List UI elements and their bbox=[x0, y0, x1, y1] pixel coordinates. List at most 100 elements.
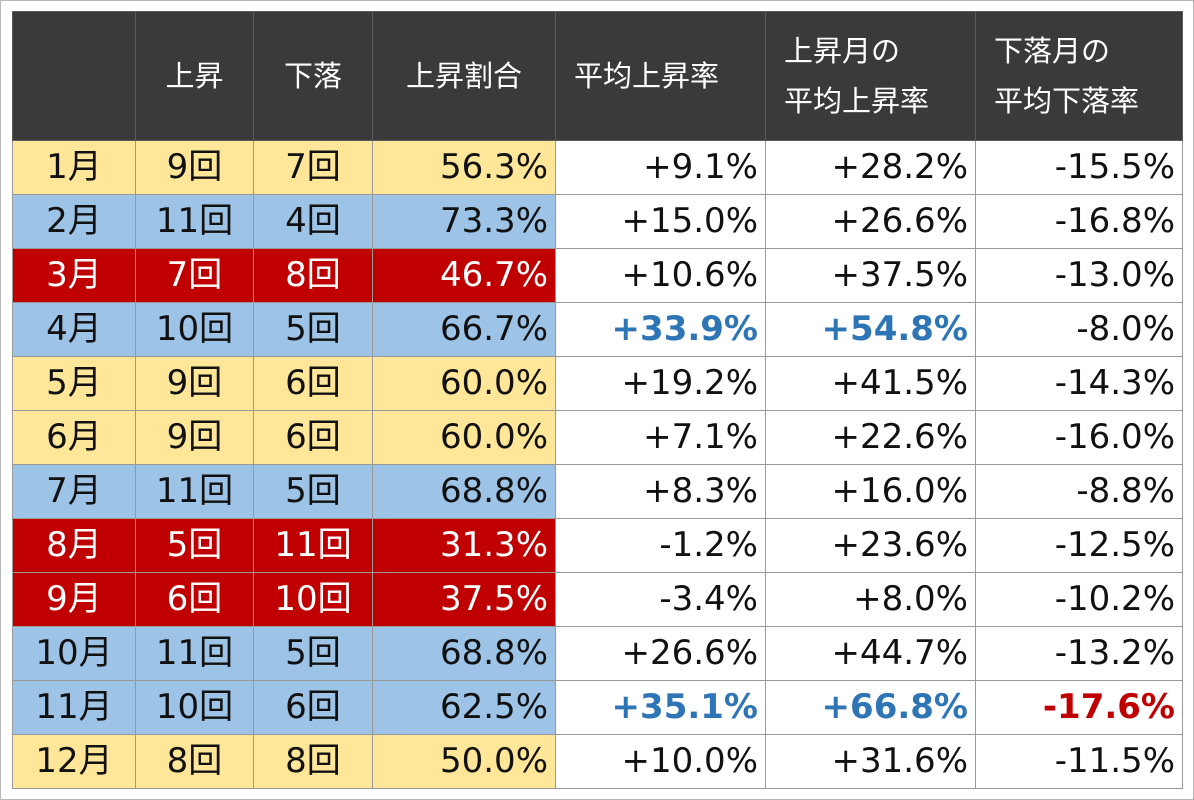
up-count-cell-value: 10回 bbox=[155, 309, 234, 349]
down-count-cell: 5回 bbox=[253, 302, 373, 357]
down-count-cell-value: 8回 bbox=[285, 255, 341, 295]
up-count-cell-value: 9回 bbox=[166, 363, 223, 403]
up-ratio-cell: 46.7% bbox=[372, 248, 556, 303]
up-ratio-cell: 66.7% bbox=[372, 302, 556, 357]
down-count-cell-value: 10回 bbox=[274, 579, 352, 619]
down-count-cell-value: 6回 bbox=[285, 417, 341, 457]
month-cell: 11月 bbox=[12, 680, 136, 735]
month-cell-value: 11月 bbox=[35, 687, 113, 727]
up-month-avg-cell-value: +54.8% bbox=[821, 309, 968, 349]
down-count-cell: 11回 bbox=[253, 518, 373, 573]
up-month-avg-cell: +23.6% bbox=[765, 518, 976, 573]
up-month-avg-cell-value: +23.6% bbox=[831, 525, 969, 565]
down-month-avg-cell-value: -8.0% bbox=[1076, 309, 1175, 349]
month-cell: 3月 bbox=[12, 248, 136, 303]
table-row: 2月 11回 4回 73.3% +15.0% +26.6% -16.8% bbox=[12, 194, 1183, 249]
up-ratio-cell-value: 66.7% bbox=[439, 309, 548, 349]
down-month-avg-cell: -16.0% bbox=[975, 410, 1183, 465]
down-count-cell: 10回 bbox=[253, 572, 373, 627]
up-count-cell-value: 11回 bbox=[155, 471, 234, 511]
down-count-cell-value: 6回 bbox=[285, 363, 341, 403]
header-down-month-avg-line1: 下落月の bbox=[994, 34, 1111, 68]
avg-rise-cell: -3.4% bbox=[555, 572, 766, 627]
up-count-cell-value: 6回 bbox=[166, 579, 223, 619]
month-cell-value: 12月 bbox=[35, 741, 113, 781]
up-month-avg-cell-value: +37.5% bbox=[831, 255, 969, 295]
month-cell-value: 4月 bbox=[46, 309, 102, 349]
up-ratio-cell-value: 50.0% bbox=[439, 741, 548, 781]
month-cell: 4月 bbox=[12, 302, 136, 357]
avg-rise-cell: +26.6% bbox=[555, 626, 766, 681]
up-month-avg-cell: +54.8% bbox=[765, 302, 976, 357]
avg-rise-cell: +15.0% bbox=[555, 194, 766, 249]
up-count-cell-value: 7回 bbox=[166, 255, 223, 295]
avg-rise-cell-value: +35.1% bbox=[611, 687, 758, 727]
header-row: 上昇 下落 上昇割合 平均上昇率 上昇月の 平均上昇率 下落月の 平均下落率 bbox=[12, 11, 1183, 141]
up-month-avg-cell: +28.2% bbox=[765, 140, 976, 195]
down-count-cell-value: 5回 bbox=[285, 309, 341, 349]
avg-rise-cell-value: +33.9% bbox=[611, 309, 758, 349]
month-cell-value: 6月 bbox=[46, 417, 102, 457]
month-cell: 5月 bbox=[12, 356, 136, 411]
down-count-cell: 6回 bbox=[253, 680, 373, 735]
up-ratio-cell-value: 73.3% bbox=[439, 201, 548, 241]
up-month-avg-cell: +41.5% bbox=[765, 356, 976, 411]
up-ratio-cell-value: 37.5% bbox=[439, 579, 548, 619]
up-ratio-cell: 50.0% bbox=[372, 734, 556, 789]
up-month-avg-cell-value: +26.6% bbox=[831, 201, 969, 241]
table-row: 5月 9回 6回 60.0% +19.2% +41.5% -14.3% bbox=[12, 356, 1183, 411]
down-month-avg-cell-value: -10.2% bbox=[1054, 579, 1175, 619]
month-cell: 2月 bbox=[12, 194, 136, 249]
down-month-avg-cell: -16.8% bbox=[975, 194, 1183, 249]
down-count-cell-value: 5回 bbox=[285, 471, 341, 511]
up-month-avg-cell: +22.6% bbox=[765, 410, 976, 465]
up-ratio-cell: 62.5% bbox=[372, 680, 556, 735]
down-count-cell: 5回 bbox=[253, 626, 373, 681]
down-month-avg-cell: -13.2% bbox=[975, 626, 1183, 681]
avg-rise-cell-value: +9.1% bbox=[643, 147, 758, 187]
down-count-cell: 8回 bbox=[253, 248, 373, 303]
up-count-cell-value: 10回 bbox=[155, 687, 234, 727]
month-cell-value: 7月 bbox=[46, 471, 102, 511]
up-count-cell: 10回 bbox=[135, 302, 254, 357]
header-down-month-avg-line2: 平均下落率 bbox=[994, 84, 1140, 118]
down-month-avg-cell-value: -11.5% bbox=[1054, 741, 1175, 781]
down-month-avg-cell-value: -15.5% bbox=[1054, 147, 1175, 187]
table-row: 10月 11回 5回 68.8% +26.6% +44.7% -13.2% bbox=[12, 626, 1183, 681]
up-count-cell-value: 11回 bbox=[155, 201, 234, 241]
month-cell: 12月 bbox=[12, 734, 136, 789]
month-cell: 10月 bbox=[12, 626, 136, 681]
up-ratio-cell: 60.0% bbox=[372, 410, 556, 465]
avg-rise-cell-value: +8.3% bbox=[643, 471, 758, 511]
up-month-avg-cell-value: +31.6% bbox=[831, 741, 969, 781]
up-ratio-cell-value: 46.7% bbox=[439, 255, 548, 295]
up-ratio-cell-value: 56.3% bbox=[439, 147, 548, 187]
up-count-cell: 9回 bbox=[135, 356, 254, 411]
avg-rise-cell-value: +7.1% bbox=[643, 417, 758, 457]
down-count-cell-value: 7回 bbox=[285, 147, 341, 187]
month-cell-value: 8月 bbox=[46, 525, 102, 565]
header-up-month-avg-line2: 平均上昇率 bbox=[784, 84, 930, 118]
avg-rise-cell-value: +10.0% bbox=[621, 741, 759, 781]
down-month-avg-cell: -10.2% bbox=[975, 572, 1183, 627]
avg-rise-cell-value: +26.6% bbox=[621, 633, 759, 673]
down-month-avg-cell: -11.5% bbox=[975, 734, 1183, 789]
table-row: 9月 6回 10回 37.5% -3.4% +8.0% -10.2% bbox=[12, 572, 1183, 627]
avg-rise-cell: +9.1% bbox=[555, 140, 766, 195]
up-month-avg-cell-value: +16.0% bbox=[831, 471, 969, 511]
down-month-avg-cell: -13.0% bbox=[975, 248, 1183, 303]
up-ratio-cell-value: 60.0% bbox=[439, 363, 548, 403]
up-count-cell-value: 9回 bbox=[166, 417, 223, 457]
avg-rise-cell-value: -1.2% bbox=[659, 525, 758, 565]
up-count-cell: 11回 bbox=[135, 464, 254, 519]
up-count-cell: 11回 bbox=[135, 194, 254, 249]
up-count-cell-value: 9回 bbox=[166, 147, 223, 187]
avg-rise-cell-value: +19.2% bbox=[621, 363, 759, 403]
up-count-cell-value: 11回 bbox=[155, 633, 234, 673]
up-ratio-cell: 68.8% bbox=[372, 464, 556, 519]
down-month-avg-cell-value: -16.8% bbox=[1054, 201, 1175, 241]
month-cell-value: 10月 bbox=[35, 633, 113, 673]
up-month-avg-cell-value: +8.0% bbox=[853, 579, 968, 619]
down-month-avg-cell-value: -8.8% bbox=[1076, 471, 1175, 511]
